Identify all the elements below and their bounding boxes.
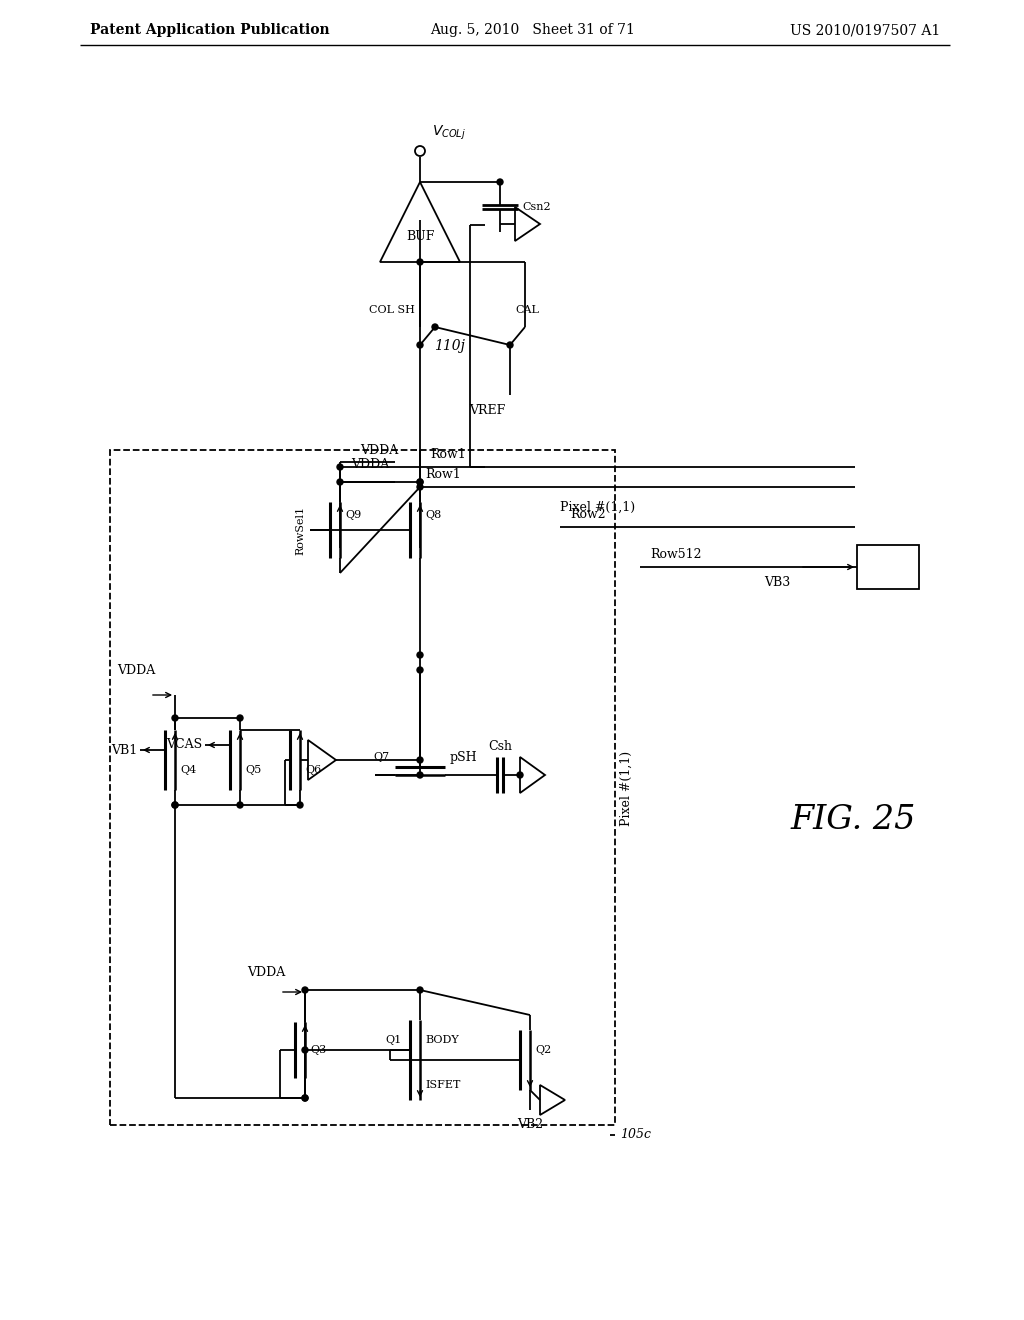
FancyBboxPatch shape	[857, 545, 919, 589]
Circle shape	[417, 652, 423, 657]
Circle shape	[172, 803, 178, 808]
Text: VREF: VREF	[469, 404, 505, 417]
Text: RowSel1: RowSel1	[295, 506, 305, 554]
Circle shape	[417, 772, 423, 777]
Circle shape	[417, 484, 423, 490]
Text: $V_{COLj}$: $V_{COLj}$	[432, 124, 466, 143]
Circle shape	[417, 987, 423, 993]
Text: Q7: Q7	[374, 752, 390, 762]
Circle shape	[497, 180, 503, 185]
Text: VCAS: VCAS	[166, 738, 202, 751]
Text: Q2: Q2	[535, 1045, 551, 1055]
Text: Pixel #(1,1): Pixel #(1,1)	[560, 500, 635, 513]
Text: Q3: Q3	[310, 1045, 327, 1055]
Text: VDDA: VDDA	[117, 664, 155, 676]
Text: Q4: Q4	[180, 766, 197, 775]
Circle shape	[415, 147, 425, 156]
Circle shape	[337, 465, 343, 470]
Text: Csh: Csh	[488, 741, 512, 754]
Text: VDDA: VDDA	[360, 444, 398, 457]
Circle shape	[297, 803, 303, 808]
Text: Q5: Q5	[245, 766, 261, 775]
Circle shape	[237, 715, 243, 721]
Circle shape	[337, 479, 343, 484]
Text: Patent Application Publication: Patent Application Publication	[90, 22, 330, 37]
Text: Q8: Q8	[425, 510, 441, 520]
Circle shape	[172, 803, 178, 808]
Text: VDDA: VDDA	[351, 458, 389, 470]
Text: BODY: BODY	[425, 1035, 459, 1045]
Text: ISFET: ISFET	[425, 1080, 461, 1090]
Circle shape	[302, 1096, 308, 1101]
Circle shape	[517, 772, 523, 777]
Text: Row1: Row1	[425, 469, 461, 482]
Circle shape	[417, 479, 423, 484]
Text: pSH: pSH	[450, 751, 477, 763]
Text: Q9: Q9	[345, 510, 361, 520]
Text: VB1: VB1	[111, 743, 137, 756]
Text: Q6: Q6	[305, 766, 322, 775]
Text: COL SH: COL SH	[369, 305, 415, 315]
Text: CAL: CAL	[515, 305, 539, 315]
Text: VB2: VB2	[517, 1118, 543, 1131]
Circle shape	[417, 259, 423, 265]
Text: Row1: Row1	[430, 449, 466, 462]
Circle shape	[417, 667, 423, 673]
Text: US 2010/0197507 A1: US 2010/0197507 A1	[790, 22, 940, 37]
Text: Csn2: Csn2	[522, 202, 551, 213]
Text: 105c: 105c	[620, 1129, 651, 1142]
Circle shape	[302, 987, 308, 993]
Circle shape	[172, 715, 178, 721]
Circle shape	[432, 323, 438, 330]
Circle shape	[417, 342, 423, 348]
Circle shape	[237, 803, 243, 808]
Text: FIG. 25: FIG. 25	[790, 804, 915, 836]
Text: Row2: Row2	[570, 508, 605, 521]
Text: BUF: BUF	[406, 231, 434, 243]
Circle shape	[507, 342, 513, 348]
Circle shape	[302, 1047, 308, 1053]
Text: 110j: 110j	[434, 339, 465, 352]
Text: Aug. 5, 2010   Sheet 31 of 71: Aug. 5, 2010 Sheet 31 of 71	[430, 22, 635, 37]
Text: Q1: Q1	[386, 1035, 402, 1045]
Text: VB3: VB3	[764, 576, 790, 589]
Circle shape	[417, 479, 423, 484]
Circle shape	[417, 756, 423, 763]
Text: Pixel #(1,1): Pixel #(1,1)	[620, 751, 633, 825]
Circle shape	[302, 1096, 308, 1101]
Text: I Sink: I Sink	[869, 561, 906, 573]
Text: Row512: Row512	[650, 549, 701, 561]
Text: VDDA: VDDA	[247, 965, 285, 978]
